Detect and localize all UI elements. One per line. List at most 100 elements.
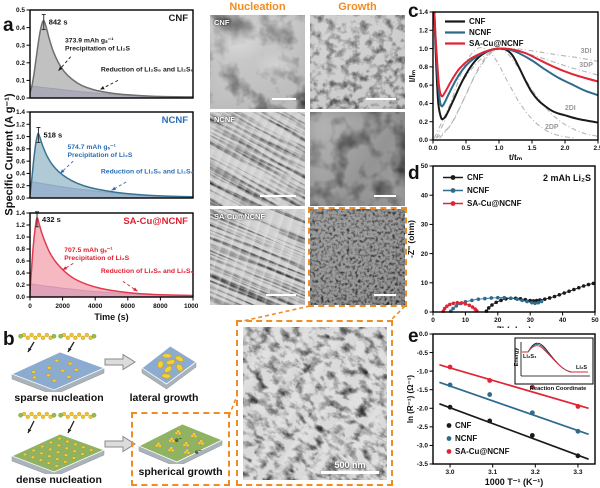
annotation-text: 707.5 mAh gₛ⁻¹ (64, 247, 113, 254)
label-lateral-growth: lateral growth (129, 392, 199, 404)
y-tick-label: 1.4 (16, 109, 25, 116)
y-tick-label: 30 (421, 222, 429, 229)
polysulfide-chain-sulfur (29, 411, 34, 417)
data-point (572, 287, 576, 292)
data-point (467, 303, 472, 308)
li2s-sphere (169, 446, 174, 450)
sem-texture (310, 15, 405, 109)
sem-image-NCNF: NCNF (210, 112, 305, 206)
annotation-text: Precipitation of Li₂S (64, 255, 129, 262)
li2s-nucleus (47, 454, 52, 458)
polysulfide-chain-sulfur (77, 332, 82, 338)
li2s-nucleus (30, 455, 35, 459)
li2s-sphere (192, 432, 196, 436)
li2s-flake (160, 373, 172, 379)
li2s-nucleus (57, 436, 62, 441)
x-tick-label: 3.0 (446, 469, 455, 476)
reference-curve-3DI (433, 47, 598, 139)
li2s-nucleus (40, 444, 45, 449)
arrowhead (68, 347, 72, 352)
electron-dot (184, 440, 186, 443)
panel-label-c: c (408, 1, 419, 22)
li2s-flake (157, 360, 164, 370)
electron-dot (173, 447, 175, 450)
x-tick-label: 50 (591, 317, 599, 324)
annotation-text: Precipitation of Li₂S (67, 152, 132, 159)
polysulfide-chain-sulfur (69, 411, 74, 417)
reference-curve-2DP (435, 46, 576, 139)
y-tick-label: 0.2 (16, 282, 25, 289)
data-point (529, 410, 535, 416)
y-axis-label: -Z'' (ohm) (406, 220, 416, 258)
reference-label-3DI: 3DI (581, 48, 592, 55)
data-point (542, 297, 547, 301)
y-tick-label: 0.8 (419, 64, 428, 71)
scalebar-label: 500 nm (334, 460, 366, 470)
data-point (463, 302, 468, 306)
data-point (483, 296, 487, 301)
electron-dot (190, 433, 192, 435)
y-tick-label: 0.2 (16, 183, 25, 190)
electron-dot (170, 451, 172, 453)
li2s-nucleus (81, 445, 86, 449)
y-tick-label: 0.2 (16, 60, 25, 67)
scalebar (321, 471, 379, 474)
inset-li2s4-label: Li₂S₄ (523, 354, 537, 360)
polysulfide-chain-sulfur (33, 414, 38, 419)
li2s-sphere (185, 448, 189, 453)
electron-dot (169, 445, 171, 448)
data-point (502, 295, 507, 300)
y-tick-label: 50 (421, 163, 429, 170)
y-tick-label: 0.4 (16, 171, 25, 178)
data-point (575, 453, 581, 459)
platform-top (138, 423, 223, 463)
li2s-nucleus (56, 443, 61, 448)
x-tick-label: 1.0 (494, 145, 503, 152)
data-point (581, 284, 586, 288)
y-tick-label: 1.2 (419, 27, 428, 34)
sem-texture (210, 15, 305, 109)
electron-dot (176, 428, 178, 431)
x-tick-label: 20 (494, 317, 502, 324)
li2s-nucleus (56, 450, 61, 454)
fit-line-CNF (439, 403, 589, 460)
plot-frame (432, 165, 596, 313)
y-axis-label: ln (R⁻¹) (Ω⁻¹) (406, 375, 415, 424)
zoom-sem-image: 500 nm (243, 327, 387, 480)
li2s-flake (174, 355, 185, 362)
arrowhead (68, 428, 72, 433)
data-point (489, 296, 494, 300)
y-tick-label: -2.5 (417, 424, 429, 431)
electron-dot (169, 436, 172, 438)
legend-label: NCNF (455, 434, 477, 443)
data-point (562, 291, 567, 295)
plot-frame (29, 212, 194, 298)
annotation-text: Precipitation of Li₂S (65, 46, 130, 53)
electron-dot (186, 453, 188, 455)
li2s-nucleus (74, 368, 79, 372)
li2s-nucleus (31, 448, 36, 453)
y-tick-label: 0.4 (16, 25, 25, 32)
li2s-nucleus (63, 453, 69, 457)
data-point (536, 300, 541, 305)
y-tick-label: 1.2 (16, 121, 25, 128)
peak-time-label: 842 s (49, 18, 68, 27)
li2s-nucleus (60, 368, 65, 373)
x-tick-label: 10 (462, 317, 470, 324)
li2s-flake (161, 353, 173, 359)
platform-top (141, 345, 197, 385)
polysulfide-chain-sulfur (44, 332, 49, 338)
li2s-nucleus (63, 460, 68, 464)
electron-dot (168, 438, 170, 440)
polysulfide-chain-sulfur (25, 414, 30, 419)
electron-dot (156, 441, 159, 443)
schematic-lateral-growth (141, 345, 197, 390)
li2s-sphere (156, 441, 161, 446)
li2s-nucleus (66, 375, 72, 379)
sem-texture (210, 209, 305, 305)
y-tick-label: 0.0 (16, 294, 25, 301)
data-point (459, 301, 464, 305)
y-tick-label: -0.5 (417, 350, 429, 357)
electron-dot (193, 436, 195, 439)
x-tick-label: 2.0 (560, 145, 569, 152)
